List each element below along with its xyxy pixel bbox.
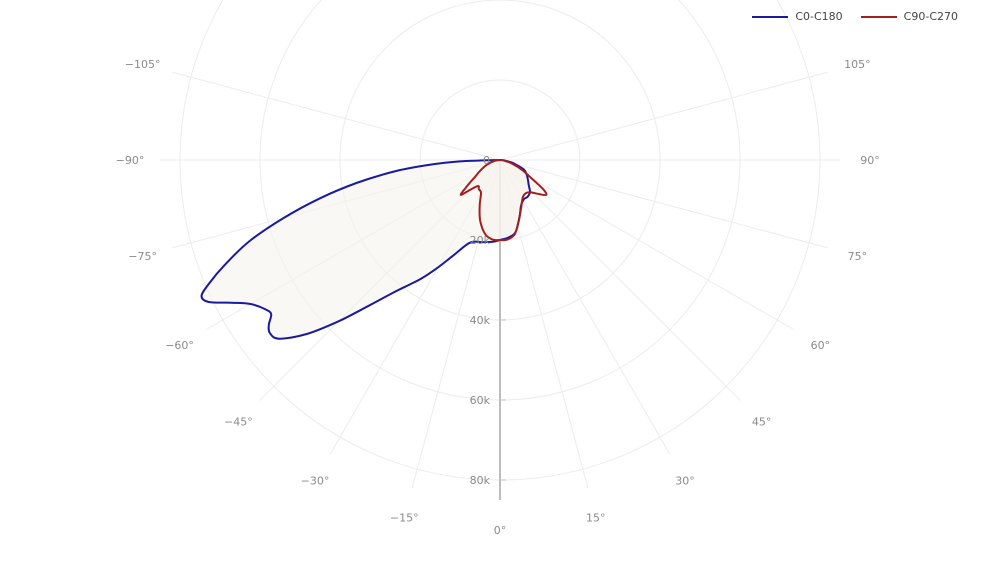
angle-tick-label: −90° [116, 154, 145, 167]
grid-spoke [499, 71, 829, 161]
angle-tick-labels: 0° 15° 30° 45° 60° 75° 90° 105° −105° −90° −75° −60… [116, 58, 880, 537]
angle-tick-label: −45° [224, 416, 253, 429]
legend-label-c90-c270: C90-C270 [903, 10, 958, 23]
grid-spoke [499, 159, 795, 331]
grid-spoke [499, 159, 829, 249]
legend-swatch-c90-c270 [860, 15, 897, 18]
angle-tick-label: −15° [390, 511, 419, 524]
grid-spoke [171, 71, 501, 161]
angle-tick-label: 90° [860, 154, 880, 167]
legend-item-c0-c180[interactable]: C0-C180 [752, 10, 843, 23]
radial-tick-labels: 0 20k 40k 60k 80k [470, 154, 491, 487]
angle-tick-label: −105° [125, 58, 161, 71]
series-fill [201, 160, 547, 339]
angle-tick-label: 75° [848, 250, 868, 263]
angle-tick-label: 30° [675, 474, 695, 487]
angle-tick-label: 45° [752, 416, 772, 429]
legend-item-c90-c270[interactable]: C90-C270 [860, 10, 958, 23]
radial-tick-label: 40k [470, 314, 491, 327]
angle-tick-label: 105° [844, 58, 871, 71]
series-lines [200, 159, 548, 340]
angle-tick-label: −30° [301, 474, 330, 487]
series-fill-0 [201, 160, 531, 339]
series-line-c0-c180[interactable] [200, 159, 532, 340]
grid-spoke [499, 159, 741, 401]
angle-tick-label: 60° [811, 339, 831, 352]
angle-tick-label: 15° [586, 511, 606, 524]
series-fill-1 [460, 160, 547, 241]
radial-tick-label: 0 [483, 154, 490, 167]
radial-tick-label: 20k [470, 234, 491, 247]
radial-tick-label: 60k [470, 394, 491, 407]
angle-tick-label: −75° [128, 250, 157, 263]
series-line-c90-c270[interactable] [459, 159, 548, 242]
angle-tick-label: −60° [165, 339, 194, 352]
legend-swatch-c0-c180 [752, 15, 789, 18]
grid-spoke [499, 159, 671, 455]
radial-tick-label: 80k [470, 474, 491, 487]
angle-tick-label: 0° [494, 524, 507, 537]
legend-label-c0-c180: C0-C180 [795, 10, 843, 23]
legend: C0-C180 C90-C270 [752, 10, 958, 23]
